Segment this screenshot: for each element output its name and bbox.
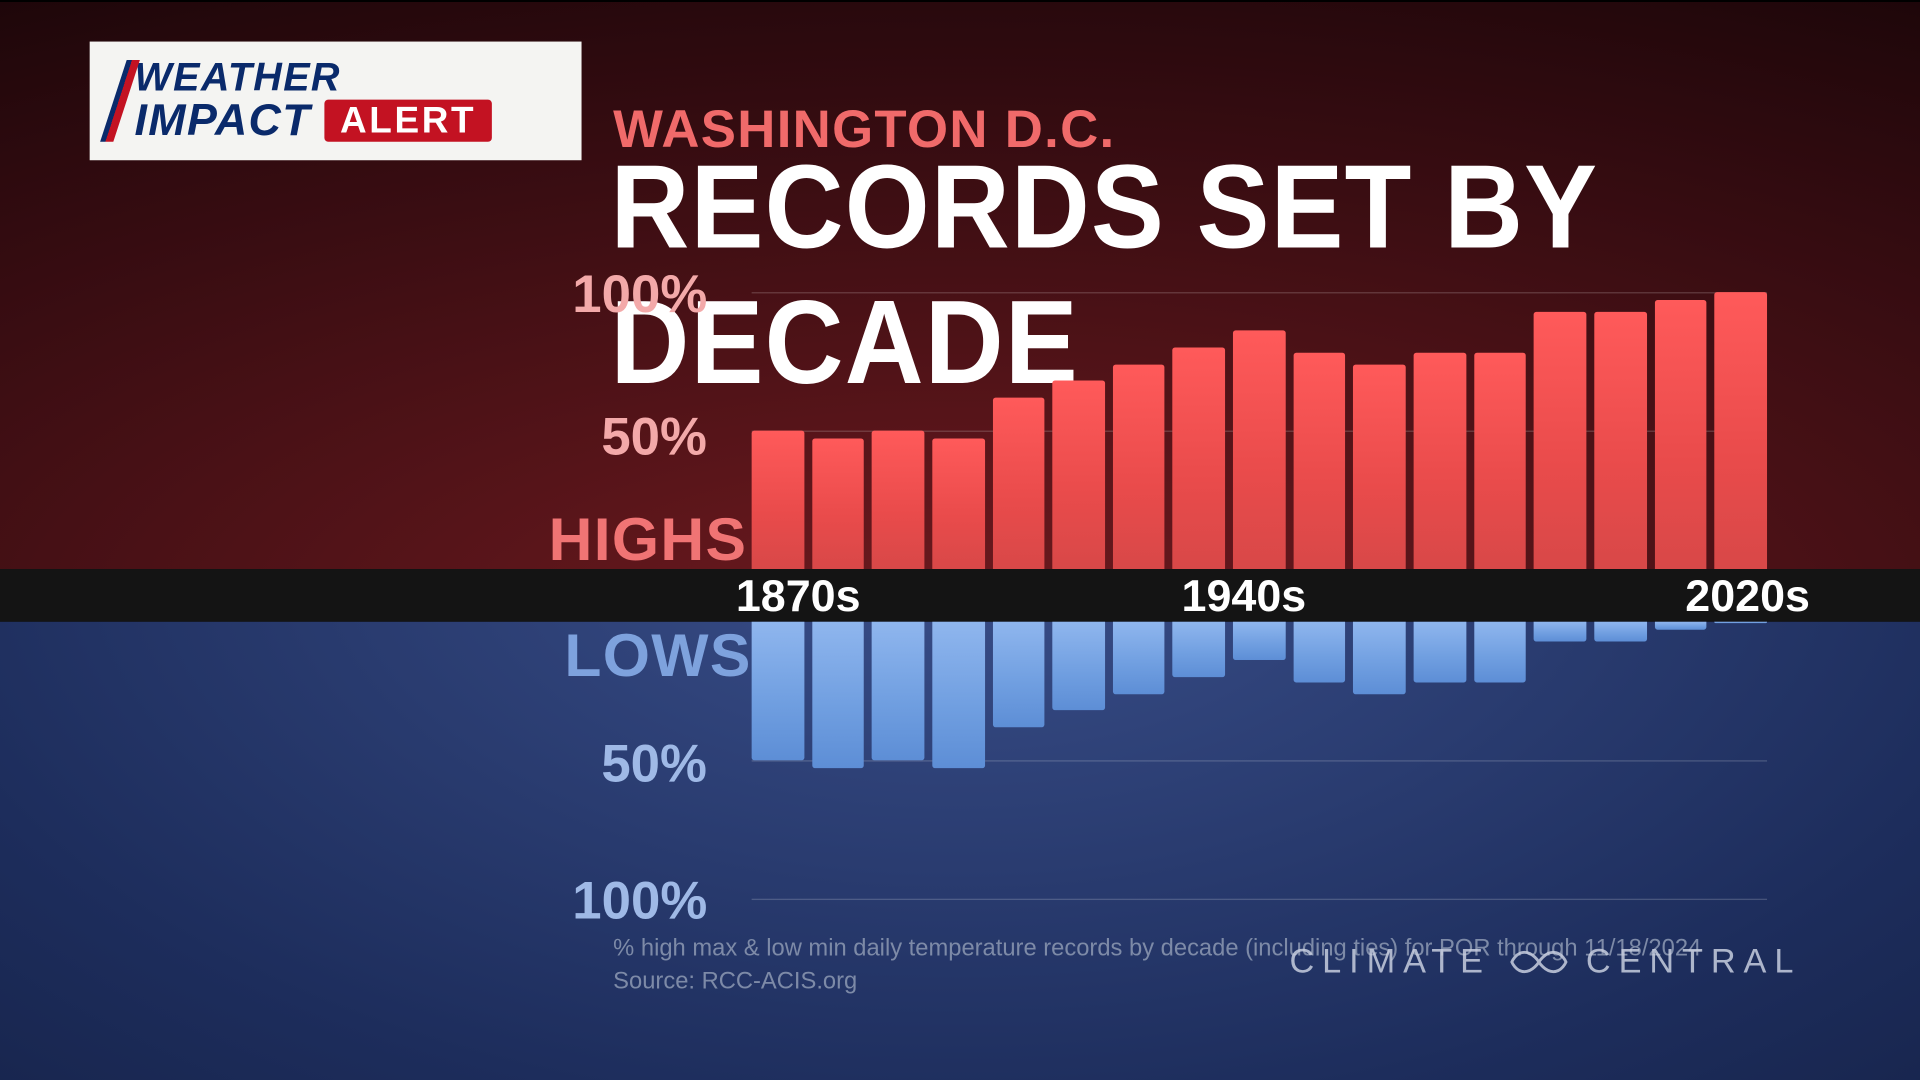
bar-low: [1414, 622, 1466, 683]
bar-high: [1354, 364, 1406, 569]
bar-high: [1173, 347, 1225, 569]
ytick-low-50: 50%: [601, 735, 707, 794]
bar-high: [1293, 353, 1345, 569]
bar-high: [1233, 331, 1285, 569]
series-label-lows: LOWS: [564, 619, 751, 690]
bar-low: [1113, 622, 1165, 694]
bar-high: [1474, 353, 1526, 569]
bar-low: [932, 622, 984, 769]
bar-low: [1594, 622, 1646, 641]
attribution-right: CENTRAL: [1586, 941, 1801, 982]
bar-low: [992, 622, 1044, 727]
bar-high: [812, 439, 864, 569]
bar-low: [1534, 622, 1586, 641]
bar-high: [1414, 353, 1466, 569]
bars-highs: [752, 292, 1767, 569]
ytick-high-50: 50%: [601, 408, 707, 467]
axis-strip: [0, 569, 1920, 622]
logo-line1: WEATHER: [135, 59, 564, 99]
bar-high: [1534, 311, 1586, 569]
weather-impact-alert-logo: WEATHER IMPACT ALERT: [90, 42, 582, 161]
logo-impact: IMPACT: [135, 98, 311, 143]
bar-high: [1594, 311, 1646, 569]
bars-lows: [752, 622, 1767, 899]
series-label-highs: HIGHS: [549, 503, 748, 574]
x-axis-label: 1940s: [1182, 572, 1307, 623]
bar-low: [1474, 622, 1526, 683]
bar-high: [1654, 300, 1706, 569]
bar-low: [872, 622, 924, 760]
bar-high: [1113, 364, 1165, 569]
bar-high: [992, 397, 1044, 569]
logo-alert-badge: ALERT: [324, 100, 492, 142]
bar-low: [752, 622, 804, 760]
gridline-low-100: [752, 899, 1767, 900]
bar-low: [1173, 622, 1225, 677]
bar-high: [1053, 381, 1105, 569]
bar-low: [1233, 622, 1285, 661]
bar-low: [1293, 622, 1345, 683]
bar-high: [752, 431, 804, 569]
x-axis-label: 1870s: [736, 572, 861, 623]
bar-high: [1715, 292, 1767, 569]
ytick-low-100: 100%: [572, 872, 707, 931]
climate-central-attribution: CLIMATE CENTRAL: [1290, 941, 1802, 982]
x-axis-label: 2020s: [1685, 572, 1810, 623]
infinity-icon: [1509, 945, 1567, 977]
bar-high: [932, 439, 984, 569]
ytick-high-100: 100%: [572, 266, 707, 325]
attribution-left: CLIMATE: [1290, 941, 1491, 982]
bar-high: [872, 431, 924, 569]
bar-low: [1053, 622, 1105, 711]
bar-low: [812, 622, 864, 769]
bar-low: [1354, 622, 1406, 694]
